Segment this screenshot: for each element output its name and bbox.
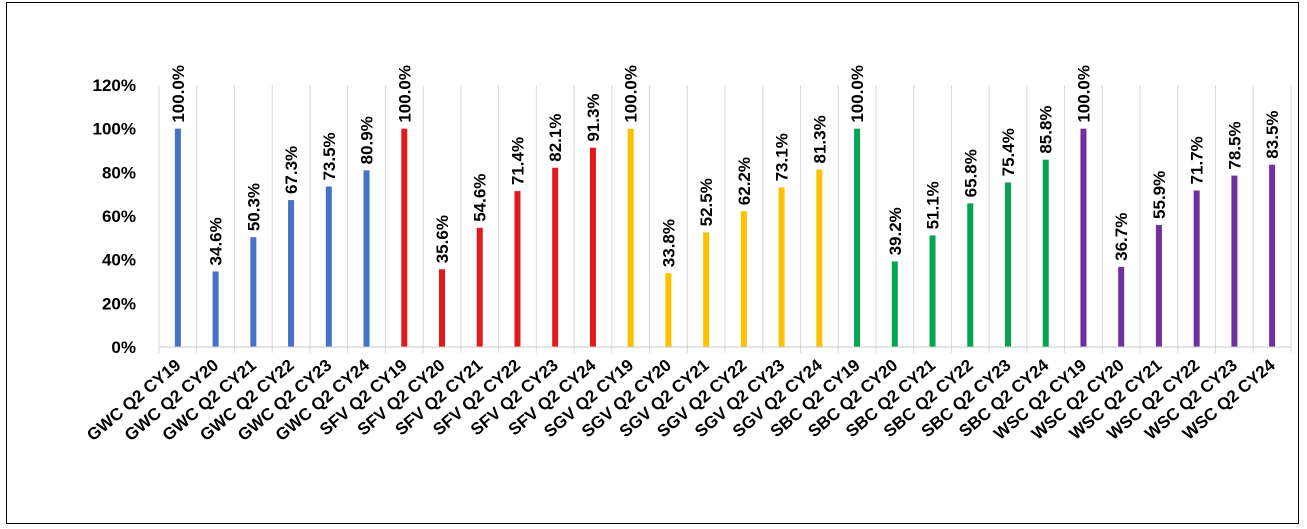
- bar: [929, 235, 936, 347]
- gridlines: [158, 85, 1292, 353]
- data-label: 100.0%: [622, 65, 641, 123]
- data-label: 100.0%: [1074, 65, 1093, 123]
- bar: [250, 237, 257, 347]
- bar-chart: 0% 20% 40% 60% 80% 100% 120% 100.0% 34.6% 50.3% 6…: [83, 65, 1292, 445]
- data-label: 35.6%: [433, 215, 452, 263]
- data-label: 75.4%: [999, 128, 1018, 176]
- bar: [1118, 266, 1125, 347]
- data-label: 34.6%: [207, 217, 226, 265]
- data-label: 100.0%: [848, 65, 867, 123]
- data-label: 85.8%: [1037, 105, 1056, 153]
- bar: [1005, 182, 1011, 347]
- y-tick-label: 80%: [102, 163, 136, 182]
- y-tick-label: 60%: [102, 207, 136, 226]
- bar: [212, 271, 219, 347]
- y-tick-label: 100%: [93, 120, 136, 139]
- bar: [1155, 224, 1162, 347]
- data-label: 67.3%: [282, 146, 301, 194]
- bar: [967, 203, 974, 347]
- data-label: 100.0%: [395, 65, 414, 123]
- bars: [174, 128, 1276, 347]
- bar: [174, 128, 181, 347]
- data-label: 52.5%: [697, 178, 716, 226]
- y-tick-label: 40%: [102, 251, 136, 270]
- bar: [589, 147, 596, 347]
- data-labels: 100.0% 34.6% 50.3% 67.3% 73.5% 80.9% 100.0% 35.…: [169, 65, 1282, 267]
- bar: [552, 167, 559, 347]
- bar: [1080, 128, 1087, 347]
- y-tick-label: 0%: [111, 338, 136, 357]
- bar: [1231, 175, 1238, 347]
- data-label: 55.9%: [1150, 171, 1169, 219]
- data-label: 100.0%: [169, 65, 188, 123]
- data-label: 78.5%: [1225, 121, 1244, 169]
- bar: [363, 170, 370, 347]
- data-label: 71.7%: [1188, 136, 1207, 184]
- bar: [778, 187, 785, 347]
- y-axis-ticks: 0% 20% 40% 60% 80% 100% 120%: [93, 76, 136, 357]
- bar: [854, 128, 861, 347]
- data-label: 82.1%: [546, 114, 565, 162]
- bar: [1042, 159, 1049, 347]
- bar: [816, 169, 823, 347]
- bar: [439, 269, 445, 347]
- data-label: 65.8%: [961, 149, 980, 197]
- bar: [627, 128, 634, 347]
- data-label: 39.2%: [886, 207, 905, 255]
- chart-frame: 0% 20% 40% 60% 80% 100% 120% 100.0% 34.6% 50.3% 6…: [6, 2, 1299, 524]
- data-label: 51.1%: [924, 181, 943, 229]
- data-label: 50.3%: [244, 183, 263, 231]
- data-label: 81.3%: [810, 115, 829, 163]
- y-tick-label: 120%: [93, 76, 136, 95]
- y-tick-label: 20%: [102, 294, 136, 313]
- bar: [514, 191, 521, 347]
- data-label: 54.6%: [471, 174, 490, 222]
- bar: [703, 232, 710, 347]
- bar: [740, 211, 747, 347]
- bar: [325, 186, 332, 347]
- data-label: 73.5%: [320, 132, 339, 180]
- data-label: 36.7%: [1112, 213, 1131, 261]
- data-label: 83.5%: [1263, 110, 1282, 158]
- data-label: 91.3%: [584, 93, 603, 141]
- bar: [665, 273, 672, 347]
- data-label: 73.1%: [773, 133, 792, 181]
- bar: [288, 200, 295, 347]
- data-label: 33.8%: [659, 219, 678, 267]
- bar: [1193, 190, 1200, 347]
- bar: [1269, 164, 1276, 347]
- data-label: 80.9%: [358, 116, 377, 164]
- data-label: 62.2%: [735, 157, 754, 205]
- bar: [401, 128, 408, 347]
- bar: [891, 261, 898, 347]
- data-label: 71.4%: [508, 137, 527, 185]
- bar: [476, 227, 483, 347]
